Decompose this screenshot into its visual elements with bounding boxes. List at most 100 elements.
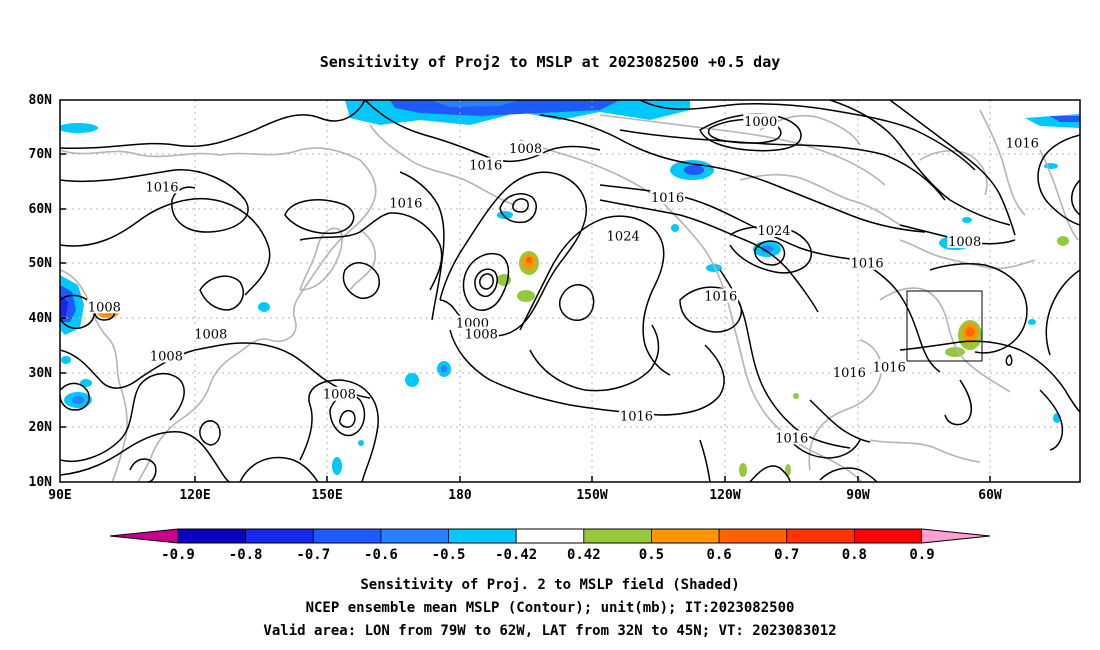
contour-label: 1008 — [509, 142, 542, 157]
contour-label: 1008 — [323, 388, 356, 403]
caption-line-1: Sensitivity of Proj. 2 to MSLP field (Sh… — [360, 577, 739, 593]
plot-area: 1016 1016 1016 1008 1000 1016 1024 1024 1016 1008… — [60, 100, 1080, 482]
contour-label: 1016 — [851, 257, 884, 272]
colorbar-label: 0.42 — [567, 547, 601, 563]
colorbar-cell — [853, 528, 923, 544]
contour-label-bg — [947, 233, 983, 248]
x-tick-label: 150W — [576, 488, 607, 503]
contour-label: 1008 — [150, 349, 183, 364]
contour-label: 1008 — [88, 300, 121, 315]
contour-label-bg — [871, 359, 907, 374]
colorbar-label: 0.9 — [909, 547, 934, 563]
colorbar-label: -0.6 — [364, 547, 398, 563]
x-ticks — [194, 476, 991, 482]
colorbar: -0.9 -0.8 -0.7 -0.6 -0.5 -0.42 0.42 0.5 0.6 0.7 0.… — [109, 528, 991, 563]
colorbar-label: -0.5 — [432, 547, 466, 563]
colorbar-low-end — [110, 529, 178, 543]
contour-label-bg — [321, 386, 357, 401]
colorbar-label: -0.9 — [161, 547, 195, 563]
x-tick-label: 60W — [978, 488, 1002, 503]
contour-label-bg — [650, 190, 685, 205]
colorbar-label: -0.7 — [296, 547, 330, 563]
y-tick-label: 50N — [29, 256, 53, 271]
contour-label: 1016 — [1006, 137, 1039, 152]
colorbar-label: -0.8 — [229, 547, 263, 563]
contour-label-bg — [468, 157, 504, 172]
contour-label: 1016 — [833, 366, 866, 381]
contour-label-bg — [774, 430, 810, 445]
x-tick-label: 90E — [48, 488, 71, 503]
contour-label-bg — [831, 364, 867, 379]
caption-line-3: Valid area: LON from 79W to 62W, LAT fro… — [263, 623, 836, 639]
contour-label: 1000 — [744, 115, 777, 130]
x-tick-label: 90W — [846, 488, 870, 503]
contour-label-bg — [455, 315, 490, 330]
contour-label-bg — [388, 195, 424, 210]
colorbar-label: 0.5 — [639, 547, 664, 563]
contour-label: 1016 — [620, 410, 653, 425]
y-tick-label: 60N — [29, 202, 53, 217]
contour-label: 1024 — [757, 224, 790, 239]
valid-area-box — [906, 290, 983, 362]
contour-label-bg — [144, 179, 180, 194]
mslp-contours — [60, 100, 1080, 482]
sensitivity-shading — [60, 100, 1080, 477]
contour-label-bg — [743, 113, 779, 128]
contour-label-bg — [605, 228, 641, 243]
colorbar-cell — [312, 528, 382, 544]
colorbar-cell — [718, 528, 788, 544]
plot-frame — [59, 99, 1081, 483]
colorbar-cell — [177, 528, 247, 544]
contour-label: 1016 — [469, 158, 502, 173]
contour-labels: 1016 1016 1016 1008 1000 1016 1024 1024 1016 1008… — [86, 113, 1040, 446]
y-tick-label: 10N — [29, 475, 53, 490]
contour-label-bg — [508, 141, 544, 156]
y-tick-label: 80N — [29, 93, 53, 108]
gridlines — [60, 100, 1080, 482]
y-tick-label: 20N — [29, 420, 53, 435]
contour-label-bg — [849, 255, 885, 270]
colorbar-cell — [583, 528, 652, 544]
contour-label: 1016 — [775, 431, 808, 446]
contour-label-bg — [1004, 135, 1040, 150]
contour-label-bg — [619, 408, 654, 423]
colorbar-cell — [651, 528, 720, 544]
caption-line-2: NCEP ensemble mean MSLP (Contour); unit(… — [306, 600, 795, 616]
contour-label-bg — [703, 288, 739, 303]
colorbar-cell — [515, 528, 585, 544]
contour-label: 1016 — [704, 289, 737, 304]
contour-label-bg — [756, 222, 792, 237]
contour-label-bg — [193, 326, 229, 341]
contour-label: 1016 — [873, 360, 906, 375]
contour-label: 1008 — [465, 328, 498, 343]
contour-label-bg — [86, 299, 122, 314]
colorbar-high-end — [922, 529, 990, 543]
x-tick-label: 150E — [311, 488, 342, 503]
y-ticks — [60, 153, 66, 428]
colorbar-label: -0.42 — [495, 547, 537, 563]
x-tick-label: 180 — [448, 488, 472, 503]
contour-label-bg — [463, 326, 499, 341]
y-tick-label: 40N — [29, 311, 53, 326]
contour-label: 1016 — [145, 180, 178, 195]
colorbar-cell — [786, 528, 855, 544]
contour-label-bg — [149, 348, 184, 363]
contour-label: 1016 — [651, 191, 684, 206]
colorbar-label: 0.7 — [774, 547, 799, 563]
colorbar-label: 0.6 — [706, 547, 731, 563]
map-title: Sensitivity of Proj2 to MSLP at 20230825… — [320, 53, 781, 71]
coastlines — [60, 109, 1079, 482]
colorbar-label: 0.8 — [842, 547, 867, 563]
x-axis: 90E 120E 150E 180 150W 120W 90W 60W — [48, 488, 1002, 503]
y-axis: 80N 70N 60N 50N 40N 30N 20N 10N — [29, 93, 53, 490]
contour-label: 1008 — [194, 328, 227, 343]
y-tick-label: 30N — [29, 366, 53, 381]
x-tick-label: 120W — [709, 488, 740, 503]
colorbar-cell — [380, 528, 449, 544]
x-tick-label: 120E — [179, 488, 210, 503]
colorbar-cell — [448, 528, 517, 544]
contour-label: 1024 — [607, 229, 640, 244]
colorbar-cell — [245, 528, 314, 544]
contour-label: 1008 — [948, 235, 981, 250]
